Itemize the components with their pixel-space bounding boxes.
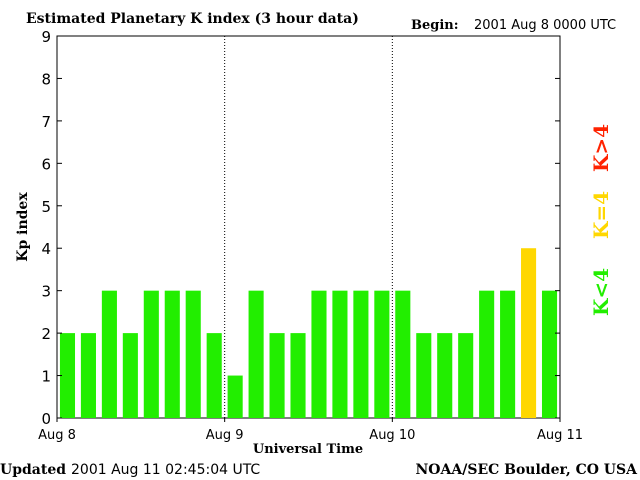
y-axis-title: Kp index <box>15 192 31 262</box>
kp-bar <box>458 333 474 418</box>
y-tick-label: 0 <box>41 410 51 428</box>
kp-bar <box>206 333 222 418</box>
kp-bar <box>101 290 117 418</box>
kp-bar <box>395 290 411 418</box>
x-tick-label: Aug 8 <box>38 428 76 443</box>
day-separators <box>224 36 393 418</box>
updated-label: Updated <box>0 462 66 478</box>
kp-bar <box>269 333 285 418</box>
y-tick-label: 3 <box>41 283 51 301</box>
kp-bar <box>227 375 243 418</box>
legend-k-above-4: K>4 <box>589 124 613 172</box>
x-tick-label: Aug 10 <box>369 428 415 443</box>
plot-frame <box>56 35 561 419</box>
begin-value: 2001 Aug 8 0000 UTC <box>474 18 616 33</box>
source-credit: NOAA/SEC Boulder, CO USA <box>416 462 639 478</box>
y-tick-label: 2 <box>41 325 51 343</box>
x-axis-title: Universal Time <box>253 442 363 457</box>
kp-bar <box>164 290 180 418</box>
kp-bar <box>374 290 390 418</box>
y-tick-label: 6 <box>41 155 51 173</box>
y-tick-label: 5 <box>41 198 51 216</box>
y-tick-label: 1 <box>41 368 51 386</box>
kp-bar <box>332 290 348 418</box>
updated-value: 2001 Aug 11 02:45:04 UTC <box>71 462 260 478</box>
kp-bar <box>353 290 369 418</box>
y-axis-ticks: 0 1 2 3 4 5 6 7 8 9 <box>41 28 560 428</box>
kp-bar <box>248 290 264 418</box>
x-tick-label: Aug 11 <box>537 428 583 443</box>
kp-bar <box>500 290 516 418</box>
kp-bar <box>143 290 159 418</box>
y-tick-label: 9 <box>41 28 51 46</box>
kp-bar <box>185 290 201 418</box>
kp-bar <box>416 333 432 418</box>
kp-bar <box>80 333 96 418</box>
y-tick-label: 8 <box>41 70 51 88</box>
legend-k-equal-4: K=4 <box>589 191 613 239</box>
bar-series <box>59 248 558 418</box>
kp-bar <box>122 333 138 418</box>
legend-k-below-4: K<4 <box>589 268 613 316</box>
kp-bar <box>521 248 537 418</box>
y-tick-label: 7 <box>41 113 51 131</box>
kp-bar <box>290 333 306 418</box>
x-axis-ticks: Aug 8 Aug 9 Aug 10 Aug 11 <box>38 418 583 443</box>
x-tick-label: Aug 9 <box>206 428 244 443</box>
kp-bar <box>479 290 495 418</box>
kp-bar <box>437 333 453 418</box>
kp-bar <box>59 333 76 418</box>
chart-title: Estimated Planetary K index (3 hour data… <box>26 11 359 27</box>
y-tick-label: 4 <box>41 240 51 258</box>
kp-bar <box>311 290 327 418</box>
kp-bar <box>541 290 558 418</box>
begin-label: Begin: <box>411 18 459 33</box>
